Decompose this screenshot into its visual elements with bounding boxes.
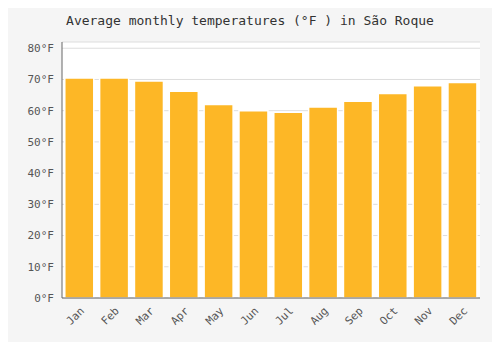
svg-text:30°F: 30°F xyxy=(28,198,55,211)
svg-text:10°F: 10°F xyxy=(28,261,55,274)
svg-text:Sep: Sep xyxy=(342,304,365,327)
svg-text:Feb: Feb xyxy=(99,304,122,327)
svg-text:20°F: 20°F xyxy=(28,229,55,242)
svg-text:May: May xyxy=(203,304,227,328)
html-text:Average monthly temperatures (: Average monthly temperatures (°F ) in Sã… xyxy=(66,13,434,28)
svg-text:50°F: 50°F xyxy=(28,136,55,149)
svg-text:60°F: 60°F xyxy=(28,105,55,118)
svg-text:Mar: Mar xyxy=(133,304,157,328)
svg-text:Jan: Jan xyxy=(64,304,87,327)
svg-text:Jul: Jul xyxy=(273,304,296,327)
svg-text:0°F: 0°F xyxy=(34,292,54,305)
svg-text:Dec: Dec xyxy=(447,304,470,327)
svg-text:40°F: 40°F xyxy=(28,167,55,180)
svg-text:Jun: Jun xyxy=(238,304,261,327)
svg-text:Aug: Aug xyxy=(308,304,331,327)
svg-text:Oct: Oct xyxy=(377,304,400,327)
svg-text:Apr: Apr xyxy=(168,304,192,328)
svg-text:80°F: 80°F xyxy=(28,42,55,55)
svg-text:Nov: Nov xyxy=(412,304,436,328)
svg-text:70°F: 70°F xyxy=(28,73,55,86)
